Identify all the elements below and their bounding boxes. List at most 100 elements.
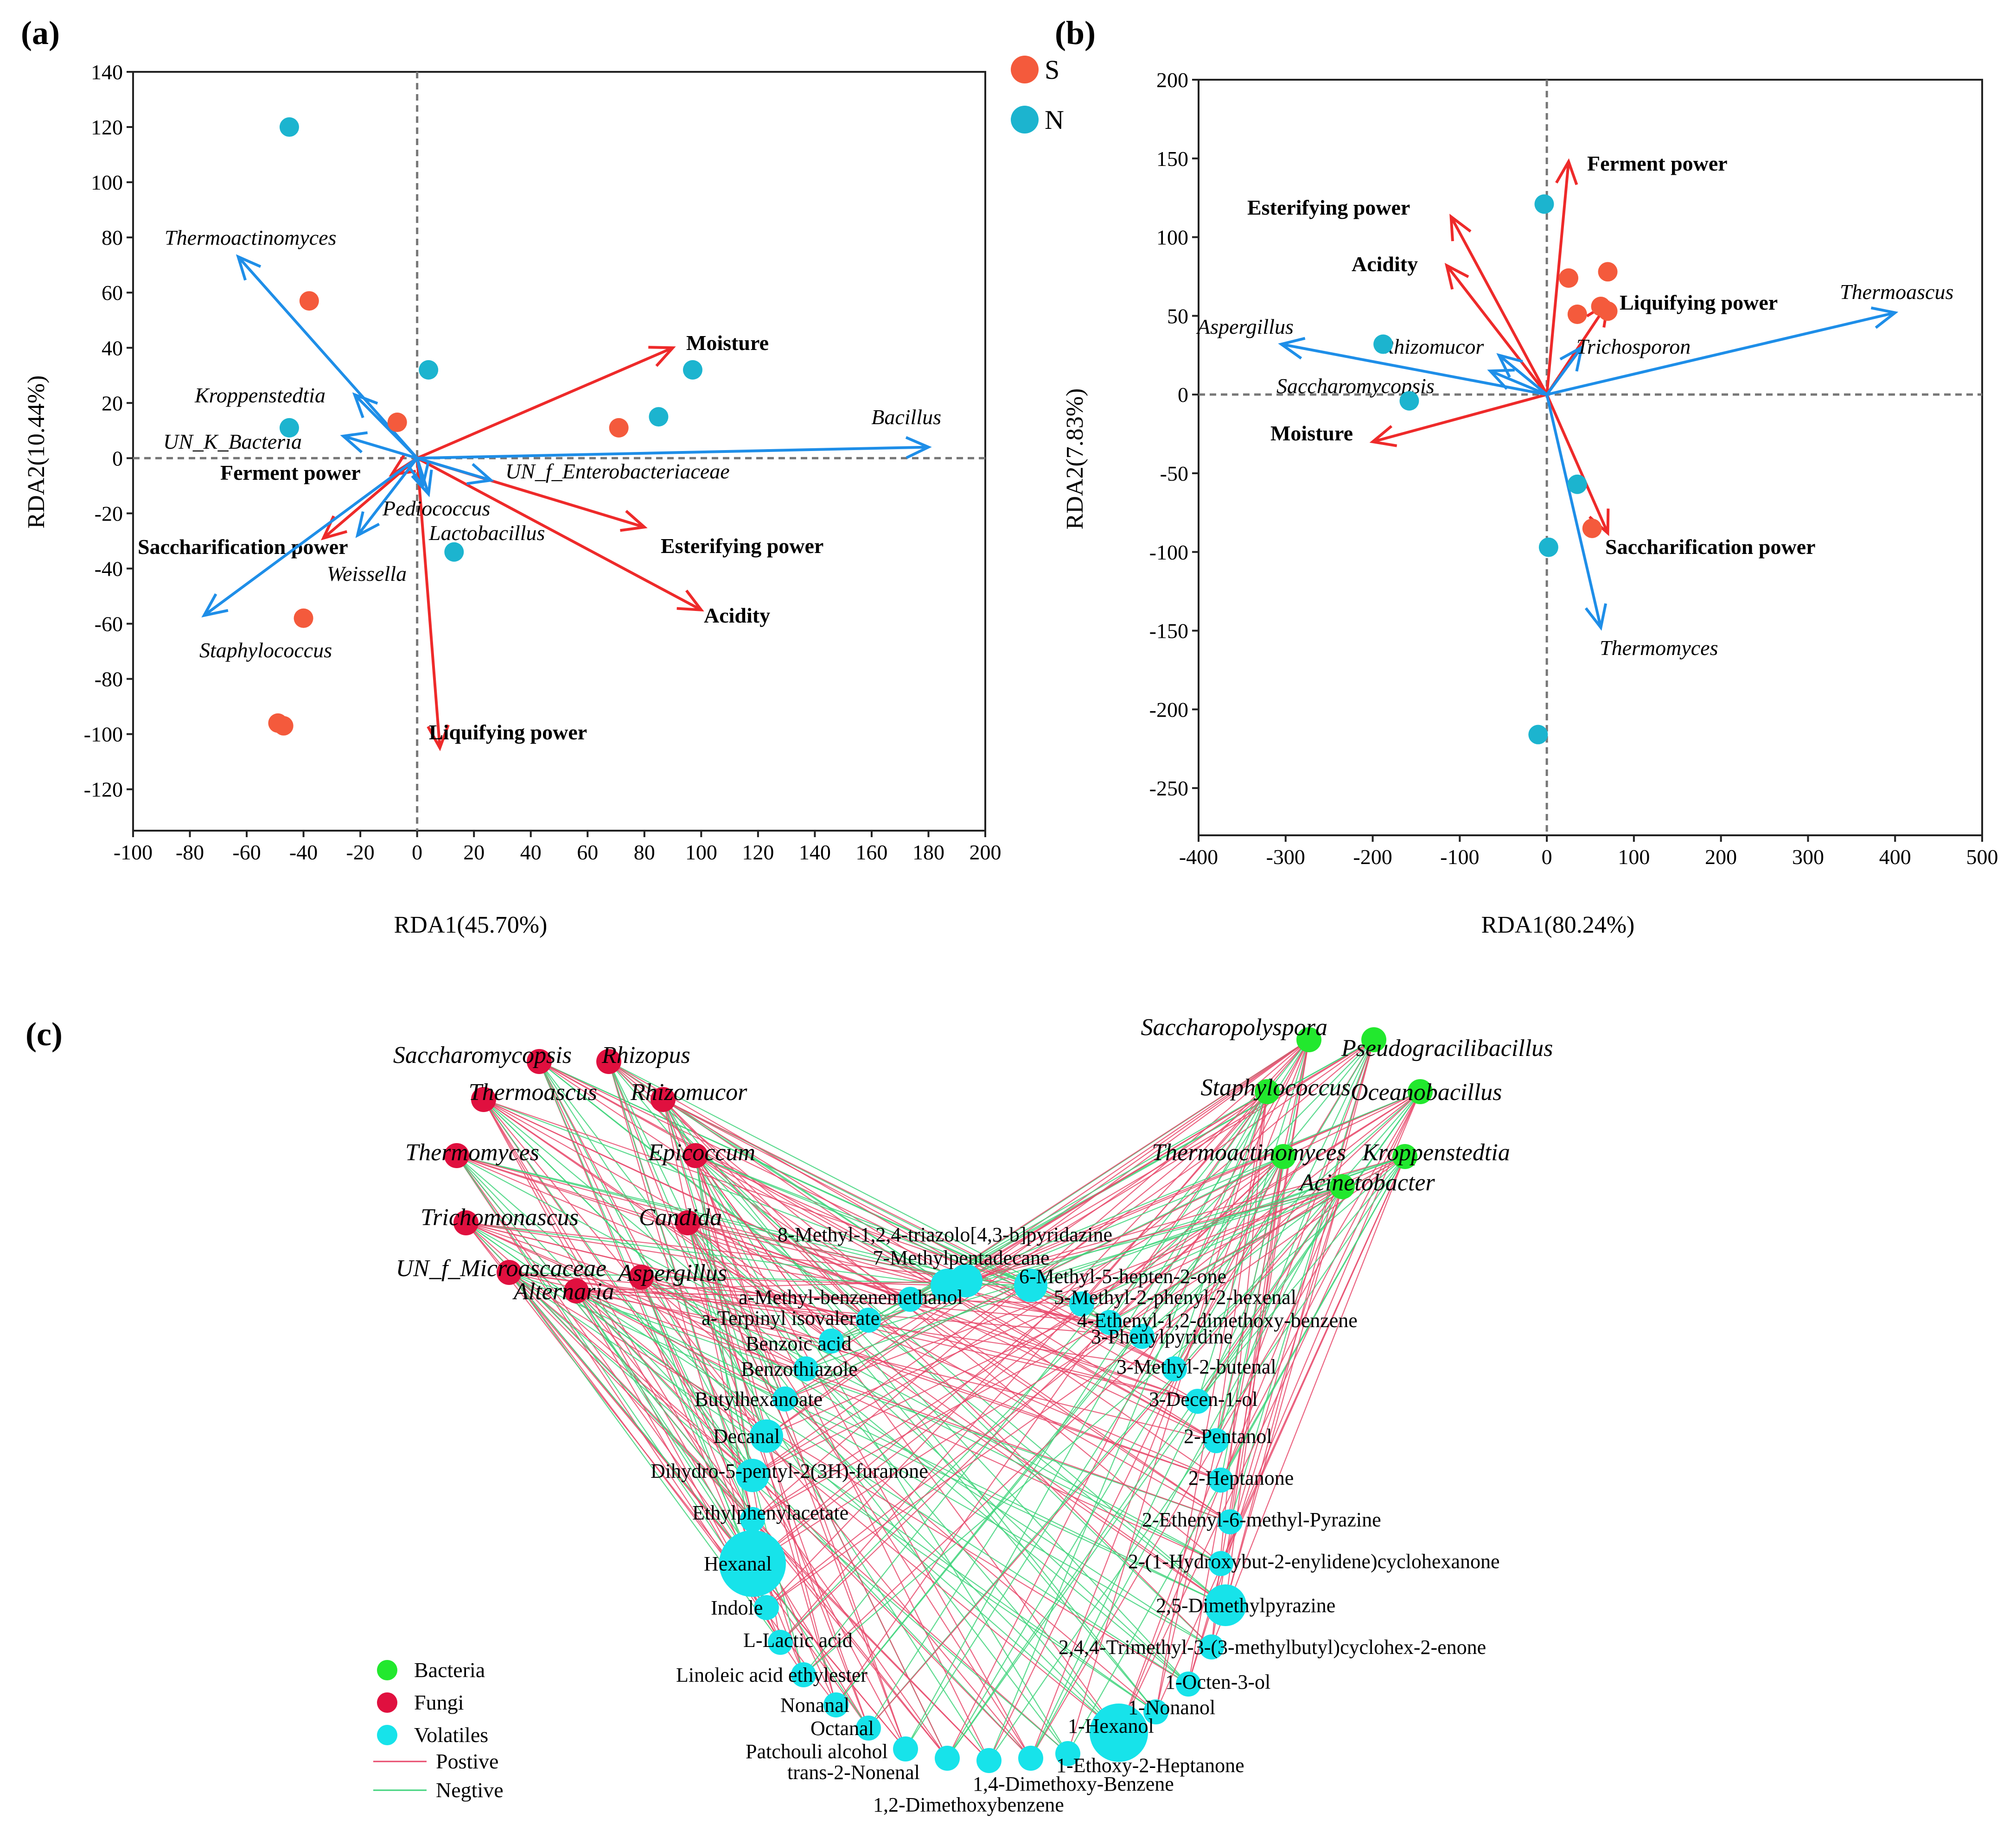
volatile-node-a-terpinyl-isovalerate [856,1308,881,1333]
panel-a-y-tick-label: -60 [95,612,123,636]
network-edge-positive [1225,1186,1343,1606]
network-edge-positive [483,1099,753,1564]
panel-a-x-tick-label: -100 [114,840,153,864]
panel-b-y-tick-label: 200 [1156,68,1188,92]
volatile-label-2-4-4-trimethyl-3-3-methylbutyl-cyclohex-2-enone: 2,4,4-Trimethyl-3-(3-methylbutyl)cyclohe… [1059,1636,1486,1659]
network-edge-positive [752,1039,1374,1564]
volatile-label-1-4-dimethoxy-benzene: 1,4-Dimethoxy-Benzene [973,1773,1174,1795]
panel-a-y-tick-label: 0 [112,446,123,470]
panel-a-species-arrowhead-staphylococcus [201,593,229,617]
network-edge-negative [831,1186,1343,1342]
volatile-label-4-ethenyl-1-2-dimethoxy-benzene: 4-Ethenyl-1,2-dimethoxy-benzene [1077,1309,1358,1332]
panel-a-x-tick-label: -20 [346,840,374,864]
network-edge-negative [576,1291,869,1729]
fungi-node-thermomyces [444,1143,469,1168]
volatile-node-7-methylpentadecane [949,1264,982,1297]
volatile-node-nonanal [823,1692,849,1717]
network-edge-negative [836,1156,1284,1705]
panel-a-y-label: RDA2(10.44%) [23,375,50,529]
network-edge-negative [663,1099,948,1286]
network-edge-negative [1067,1156,1405,1754]
fungi-label-alternaria: Alternaria [512,1278,614,1305]
panel-b-x-ticks: -400 -300 -200 -100 0 100 200 300 400 500 [1179,835,1998,869]
panel-a-species-label-weissella: Weissella [327,562,407,585]
panel-a-point-s [609,418,629,438]
panel-b-env-label-saccharification-power: Saccharification power [1605,535,1816,559]
bacteria-label-saccharopolyspora: Saccharopolyspora [1141,1014,1327,1041]
network-edge-positive [766,1091,1421,1608]
panel-b-species-arrow-rhizomucor [1498,354,1548,396]
panel-a-y-tick-label: -40 [95,557,123,580]
panel-a-x-tick-label: -80 [176,840,204,864]
volatile-label-1-ethoxy-2-heptanone: 1-Ethoxy-2-Heptanone [1056,1754,1244,1777]
network-edge-negative [466,1222,948,1286]
network-edge-positive [785,1186,1343,1400]
volatile-node-4-ethenyl-1-2-dimethoxy-benzene [1097,1310,1122,1335]
volatile-label-hexanal: Hexanal [704,1552,772,1575]
panel-a-y-tick-label: -80 [95,668,123,691]
network-edge-positive [947,1039,1309,1759]
network-edge-negative [539,1061,1068,1754]
fungi-label-thermoascus: Thermoascus [469,1079,597,1106]
network-edge-negative [483,1099,966,1282]
network-edge-negative [456,1155,1031,1759]
network-edge-negative [1174,1091,1268,1369]
panel-a-env-vectors: Moisture Esterifying power Acidity Liquifyi… [138,331,823,751]
network-edge-negative [695,1155,1031,1286]
panel-b-point-n [1399,391,1419,411]
panel-b-point-s [1582,518,1602,538]
panel-a-x-tick-label: 0 [412,840,422,864]
fungi-node-rhizomucor [651,1087,676,1112]
panel-a-species-arrow-weissella [356,457,419,536]
network-edge-positive [831,1091,1421,1342]
panel-b-plot: -400 -300 -200 -100 0 100 200 300 400 500 -250-20… [1149,68,1998,869]
fungi-node-alternaria [564,1278,589,1303]
panel-a-species-arrowhead-bacillus [905,436,932,459]
volatile-node-octanal [856,1716,881,1741]
panel-b-env-arrow-esterifying-power [1449,216,1548,395]
panel-b-y-tick-label: 100 [1156,226,1188,249]
panel-b-env-label-acidity: Acidity [1352,252,1418,276]
volatile-node-1-ethoxy-2-heptanone [1055,1741,1080,1766]
volatile-node-2-ethenyl-6-methyl-pyrazine [1218,1509,1243,1534]
volatile-node-benzoic-acid [819,1329,844,1354]
panel-b-env-label-esterifying-power: Esterifying power [1247,196,1410,219]
network-edge-negative [687,1222,1189,1685]
network-edge-positive [965,1186,1343,1282]
panel-a-plot: -100 -80 -60 -40 -20 0 20 40 60 80 100 120 140 160 180… [84,60,1002,864]
fungi-label-candida: Candida [639,1204,722,1231]
panel-b-species-arrowhead-thermoascus [1870,306,1899,329]
network-edge-positive [1030,1039,1310,1759]
panel-a-point-n [279,117,299,137]
network-edge-negative [687,1222,1119,1733]
network-edge-negative [509,1272,1231,1523]
fungi-node-candida [675,1210,700,1235]
network-edge-positive [641,1276,1221,1481]
bacteria-node-pseudogracilibacillus [1361,1027,1386,1052]
volatile-label-2-ethenyl-6-methyl-pyrazine: 2-Ethenyl-6-methyl-Pyrazine [1142,1508,1381,1531]
network-edge-positive [805,1091,1268,1369]
network-edge-positive [695,1155,1031,1759]
panel-a-x-tick-label: 140 [799,840,831,864]
panel-a-env-arrowhead-acidity [676,589,704,612]
panel-a-y-tick-label: 140 [91,60,123,84]
panel-b-point-s [1567,304,1587,324]
bacteria-node-acinetobacter [1330,1174,1355,1199]
network-edge-negative [509,1272,753,1564]
volatile-node-butylhexanoate [772,1386,797,1411]
network-edge-negative [905,1156,1284,1749]
network-edge-positive [1155,1091,1268,1712]
fungi-node-saccharomycopsis [527,1049,552,1074]
bacteria-node-kroppenstedtia [1392,1144,1417,1169]
panel-b-y-tick-label: 0 [1178,383,1188,407]
panel-b-species-arrowhead-thermomyces [1584,603,1608,631]
panel-a-y-tick-label: 40 [102,336,123,360]
panel-b-env-label-liquifying-power: Liquifying power [1620,291,1778,314]
network-edge-positive [687,1222,869,1729]
network-edge-positive [663,1099,869,1321]
network-edge-positive [752,1156,1284,1476]
network-edge-positive [456,1155,1221,1481]
network-edge-positive [947,1156,1405,1286]
network-edge-negative [456,1155,767,1608]
